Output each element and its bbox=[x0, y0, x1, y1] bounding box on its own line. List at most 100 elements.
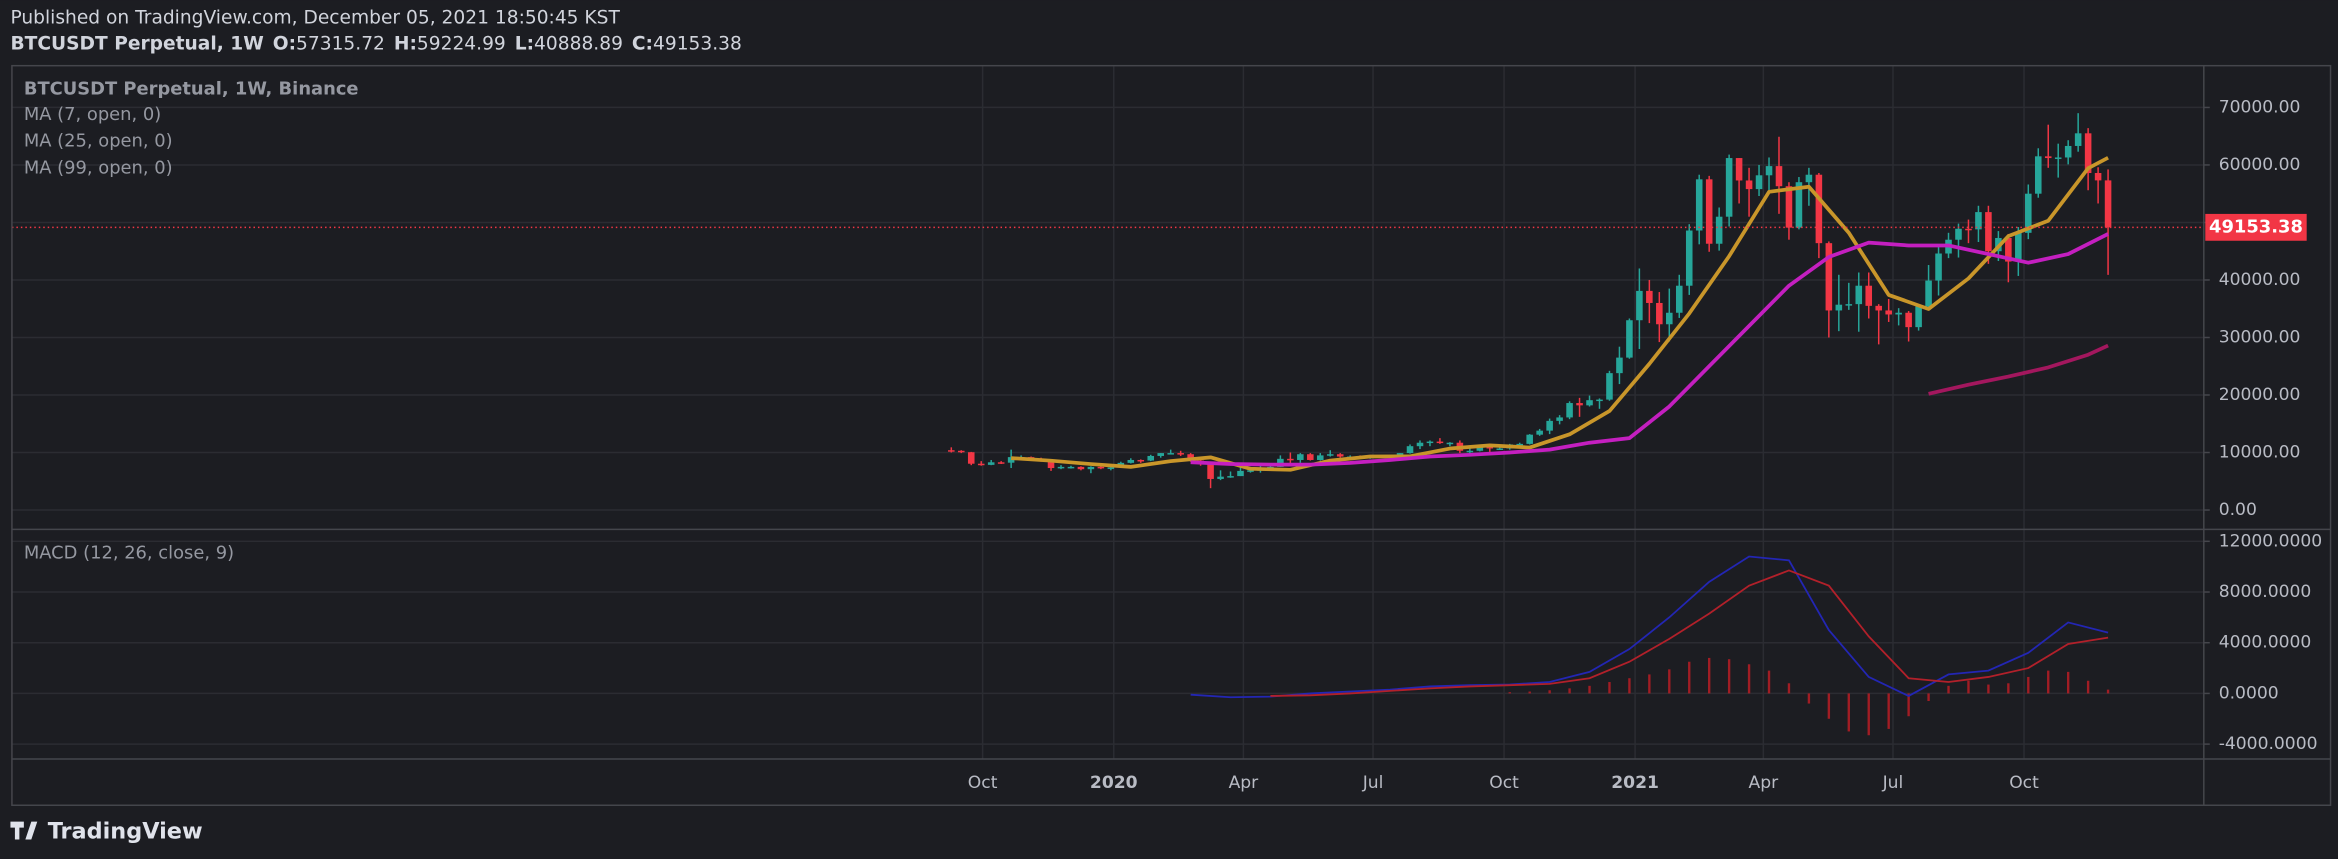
candle-body bbox=[1077, 466, 1085, 470]
y-tick-label: 40000.00 bbox=[2219, 270, 2301, 290]
candle-body bbox=[1207, 464, 1214, 479]
candle-body bbox=[1466, 450, 1474, 453]
ma-line bbox=[1928, 343, 2109, 396]
candle-body bbox=[1436, 441, 1444, 444]
candle-body bbox=[2064, 145, 2072, 158]
histogram-bar bbox=[1907, 693, 1910, 717]
y-tick-label: 4000.0000 bbox=[2219, 633, 2312, 653]
x-tick-label: Apr bbox=[1749, 773, 1780, 793]
y-tick-label: 0.00 bbox=[2219, 500, 2257, 520]
legend-entry: MA (7, open, 0) bbox=[24, 104, 161, 125]
candle-body bbox=[1067, 466, 1075, 469]
ma-line bbox=[1190, 232, 2109, 467]
candle-body bbox=[1426, 441, 1434, 444]
x-tick-label: Apr bbox=[1229, 773, 1260, 793]
candle-body bbox=[1307, 454, 1314, 460]
candle-body bbox=[1297, 454, 1304, 460]
histogram-bar bbox=[1947, 685, 1950, 694]
candle-body bbox=[2104, 180, 2112, 228]
c-value: 49153.38 bbox=[653, 33, 742, 54]
main-title: BTCUSDT Perpetual, 1W, Binance bbox=[24, 79, 359, 100]
candle-body bbox=[1316, 455, 1324, 460]
legend-entry: MA (25, open, 0) bbox=[24, 131, 173, 152]
candle-body bbox=[1057, 466, 1065, 469]
candle-body bbox=[2015, 232, 2022, 262]
candle-body bbox=[1775, 166, 1783, 187]
candle-body bbox=[1476, 446, 1484, 451]
candle-body bbox=[1087, 466, 1095, 470]
candle-body bbox=[1536, 430, 1543, 435]
h-label: H: bbox=[394, 33, 417, 54]
published: Published on TradingView.com, December 0… bbox=[10, 7, 620, 28]
histogram-bar bbox=[2047, 670, 2050, 694]
candle-body bbox=[1486, 446, 1494, 449]
y-tick-label: -4000.0000 bbox=[2219, 734, 2318, 754]
candle-body bbox=[1177, 453, 1184, 455]
y-tick-label: 60000.00 bbox=[2219, 155, 2301, 175]
candle-body bbox=[1326, 454, 1334, 456]
frame bbox=[11, 64, 2332, 806]
o-label: O: bbox=[273, 33, 296, 54]
candle-body bbox=[1556, 417, 1563, 421]
l-label: L: bbox=[515, 33, 534, 54]
legend-entry: MA (99, open, 0) bbox=[24, 158, 173, 179]
candle-body bbox=[2074, 133, 2082, 146]
histogram-bar bbox=[1648, 674, 1651, 694]
histogram-bar bbox=[1608, 682, 1611, 694]
candle-body bbox=[1685, 230, 1693, 286]
histogram-bar bbox=[1847, 693, 1850, 732]
candle-body bbox=[1705, 179, 1713, 244]
histogram-bar bbox=[2106, 689, 2110, 694]
candle-body bbox=[1675, 285, 1683, 313]
candle-body bbox=[1656, 302, 1663, 325]
candle-body bbox=[1237, 470, 1244, 477]
candle-body bbox=[1965, 228, 1972, 231]
candle-body bbox=[1606, 373, 1613, 400]
last-price-box bbox=[2205, 213, 2307, 241]
histogram-bar bbox=[2066, 671, 2070, 694]
candle-body bbox=[1336, 454, 1344, 457]
candle-body bbox=[997, 462, 1005, 464]
candle-body bbox=[2054, 157, 2062, 159]
x-tick-label: 2021 bbox=[1611, 773, 1659, 793]
histogram-bar bbox=[2007, 683, 2010, 694]
candle-body bbox=[1845, 304, 1853, 306]
x-tick-label: Oct bbox=[1489, 773, 1519, 793]
candle-body bbox=[1127, 459, 1135, 463]
candle-body bbox=[2094, 172, 2102, 181]
brand: TradingView bbox=[48, 819, 203, 845]
o-value: 57315.72 bbox=[296, 33, 385, 54]
candle-body bbox=[1695, 179, 1703, 231]
candle-body bbox=[1855, 285, 1863, 305]
candle-body bbox=[1406, 446, 1414, 454]
y-tick-label: 30000.00 bbox=[2219, 327, 2301, 347]
histogram-bar bbox=[1548, 690, 1551, 694]
candle-body bbox=[1745, 180, 1753, 190]
candle-body bbox=[1975, 212, 1982, 230]
candle-body bbox=[1725, 158, 1733, 217]
candle-body bbox=[1566, 403, 1573, 418]
histogram-bar bbox=[1887, 693, 1890, 729]
candle-body bbox=[1586, 400, 1593, 406]
candle-body bbox=[1227, 476, 1234, 478]
histogram-bar bbox=[1707, 657, 1711, 694]
x-tick-label: Jul bbox=[1882, 773, 1904, 793]
candle-body bbox=[1835, 304, 1843, 311]
candle-body bbox=[1885, 310, 1892, 315]
y-tick-label: 10000.00 bbox=[2219, 443, 2301, 463]
l-value: 40888.89 bbox=[534, 33, 623, 54]
candle-body bbox=[1815, 174, 1823, 244]
candle-body bbox=[1915, 306, 1922, 328]
candle-body bbox=[1167, 453, 1174, 455]
candle-body bbox=[1516, 443, 1523, 446]
histogram-bar bbox=[2086, 680, 2090, 694]
histogram-bar bbox=[1528, 691, 1531, 694]
candle-body bbox=[2034, 156, 2042, 194]
logo-icon bbox=[10, 821, 38, 840]
candle-body bbox=[1925, 280, 1932, 307]
candle-body bbox=[1247, 470, 1254, 472]
y-tick-label: 70000.00 bbox=[2219, 97, 2301, 117]
candle-body bbox=[1546, 420, 1553, 431]
histogram-bar bbox=[1747, 664, 1751, 694]
